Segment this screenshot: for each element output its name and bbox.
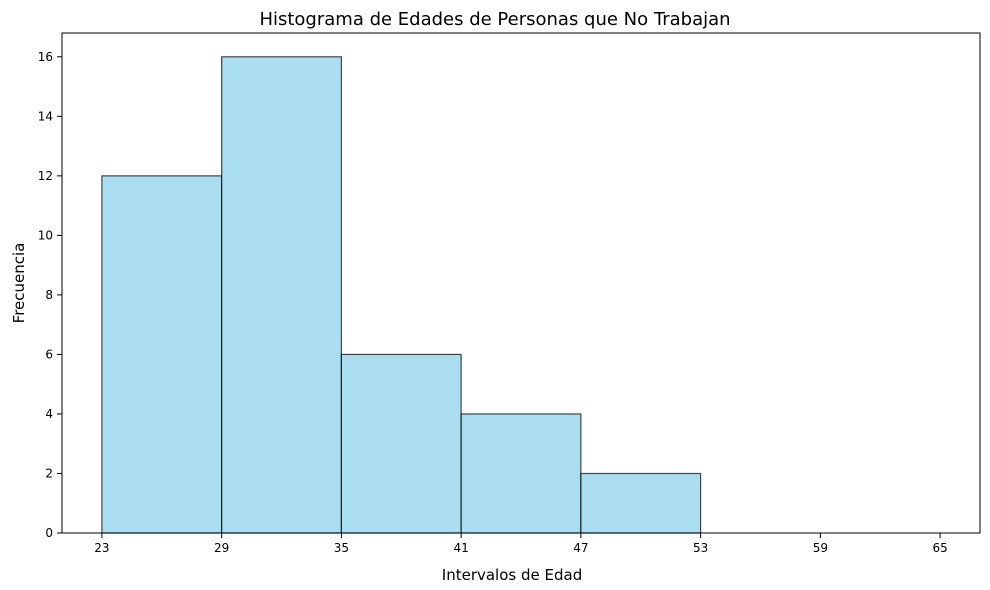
y-tick-label: 8 — [45, 288, 53, 302]
y-tick-label: 2 — [45, 466, 53, 480]
x-tick-label: 65 — [932, 541, 947, 555]
histogram-bar — [460, 413, 582, 534]
y-tick-label: 16 — [38, 50, 53, 64]
x-tick-label: 59 — [813, 541, 828, 555]
x-ticks-group: 23 29 35 41 47 53 59 65 — [94, 533, 948, 555]
x-axis-label: Intervalos de Edad — [442, 566, 582, 584]
x-tick-label: 47 — [573, 541, 588, 555]
y-tick-label: 10 — [38, 228, 53, 242]
histogram-bar — [101, 175, 223, 534]
y-axis-label: Frecuencia — [10, 243, 28, 324]
y-tick-label: 14 — [38, 109, 53, 123]
y-tick-label: 0 — [45, 526, 53, 540]
chart-title: Histograma de Edades de Personas que No … — [259, 9, 730, 30]
y-tick-label: 12 — [38, 169, 53, 183]
histogram-bar — [580, 472, 702, 534]
y-tick-label: 4 — [45, 407, 53, 421]
x-tick-label: 35 — [334, 541, 349, 555]
x-tick-label: 53 — [693, 541, 708, 555]
x-tick-label: 29 — [214, 541, 229, 555]
y-tick-label: 6 — [45, 347, 53, 361]
bars-group — [101, 56, 702, 534]
histogram-bar — [340, 353, 462, 534]
x-tick-label: 23 — [94, 541, 109, 555]
plot-frame — [61, 32, 981, 534]
histogram-bar — [221, 56, 342, 534]
y-ticks-group: 0 2 4 6 8 10 12 14 16 — [38, 50, 62, 540]
x-tick-label: 41 — [453, 541, 468, 555]
